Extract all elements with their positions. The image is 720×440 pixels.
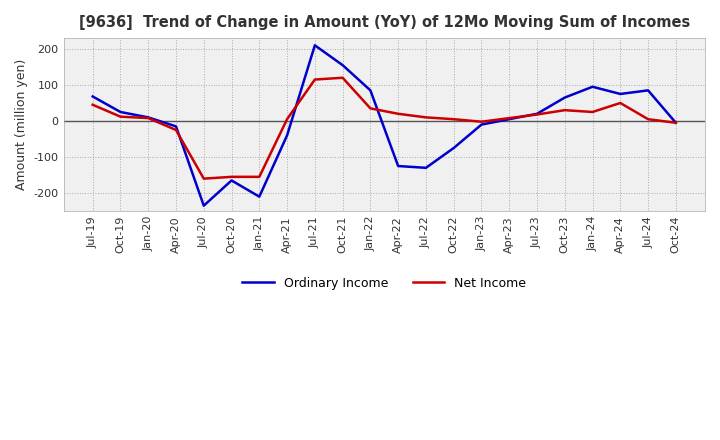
Net Income <box>366 106 374 111</box>
Ordinary Income <box>505 117 513 122</box>
Net Income <box>588 110 597 115</box>
Net Income <box>283 117 292 122</box>
Ordinary Income <box>116 110 125 115</box>
Ordinary Income <box>310 43 319 48</box>
Ordinary Income <box>199 203 208 208</box>
Ordinary Income <box>394 163 402 169</box>
Net Income <box>394 111 402 117</box>
Ordinary Income <box>588 84 597 89</box>
Ordinary Income <box>283 133 292 138</box>
Ordinary Income <box>672 120 680 125</box>
Ordinary Income <box>89 94 97 99</box>
Net Income <box>644 117 652 122</box>
Net Income <box>116 114 125 119</box>
Net Income <box>310 77 319 82</box>
Net Income <box>89 102 97 107</box>
Net Income <box>672 120 680 125</box>
Ordinary Income <box>644 88 652 93</box>
Net Income <box>477 119 486 125</box>
Net Income <box>533 112 541 117</box>
Ordinary Income <box>560 95 569 100</box>
Ordinary Income <box>366 88 374 93</box>
Ordinary Income <box>171 124 180 129</box>
Line: Ordinary Income: Ordinary Income <box>93 45 676 205</box>
Net Income <box>449 117 458 122</box>
Ordinary Income <box>533 111 541 117</box>
Legend: Ordinary Income, Net Income: Ordinary Income, Net Income <box>238 272 531 295</box>
Ordinary Income <box>338 62 347 68</box>
Net Income <box>255 174 264 180</box>
Net Income <box>199 176 208 181</box>
Net Income <box>228 174 236 180</box>
Ordinary Income <box>144 115 153 120</box>
Net Income <box>560 107 569 113</box>
Line: Net Income: Net Income <box>93 78 676 179</box>
Net Income <box>616 100 625 106</box>
Net Income <box>171 127 180 132</box>
Net Income <box>144 115 153 121</box>
Net Income <box>505 115 513 121</box>
Y-axis label: Amount (million yen): Amount (million yen) <box>15 59 28 190</box>
Ordinary Income <box>477 122 486 127</box>
Net Income <box>338 75 347 81</box>
Ordinary Income <box>616 92 625 97</box>
Title: [9636]  Trend of Change in Amount (YoY) of 12Mo Moving Sum of Incomes: [9636] Trend of Change in Amount (YoY) o… <box>78 15 690 30</box>
Net Income <box>422 115 431 120</box>
Ordinary Income <box>449 145 458 150</box>
Ordinary Income <box>255 194 264 199</box>
Ordinary Income <box>228 178 236 183</box>
Ordinary Income <box>422 165 431 170</box>
